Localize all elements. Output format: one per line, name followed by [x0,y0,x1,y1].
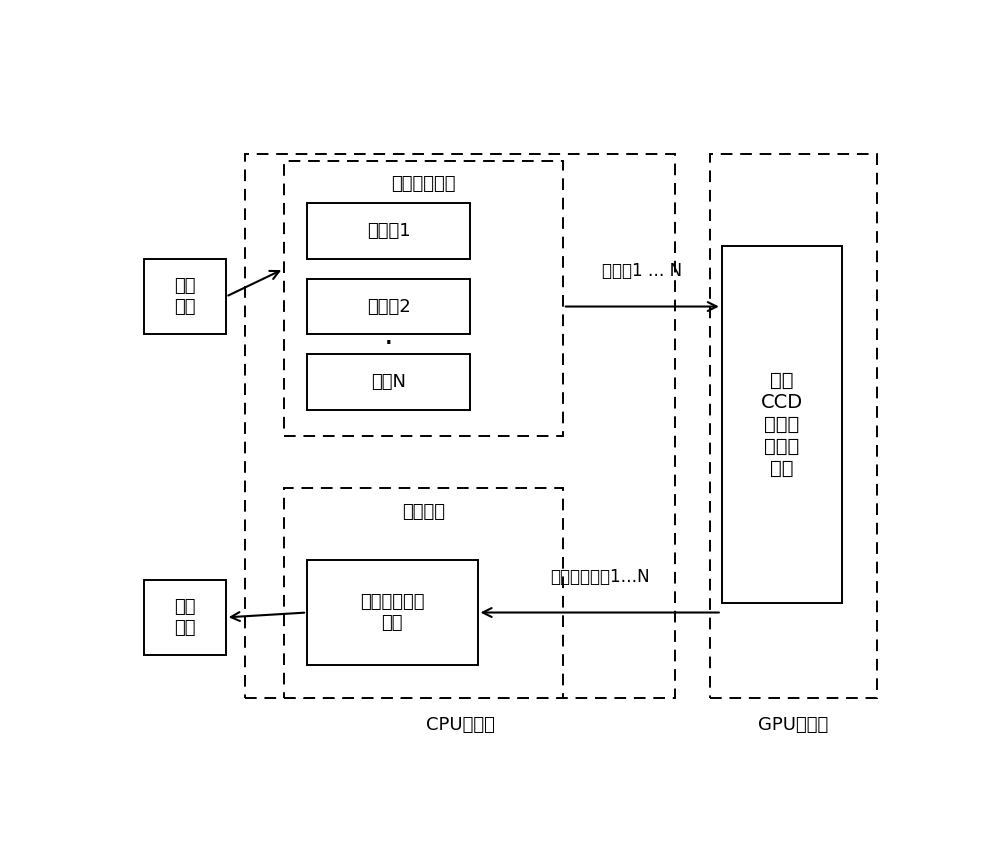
Text: 读取
图像: 读取 图像 [174,277,196,316]
Text: 子图傃1: 子图傃1 [367,222,410,241]
Bar [245,155,675,698]
Bar [722,246,842,603]
Text: 处理后的图傃1…N: 处理后的图傃1…N [550,569,650,586]
Text: ·: · [384,330,393,359]
Bar [307,203,470,259]
Bar [144,580,226,655]
Bar [284,488,563,698]
Text: 子图傃1 … N: 子图傃1 … N [602,263,682,280]
Bar [284,161,563,436]
Text: 输出
图像: 输出 图像 [174,598,196,637]
Text: 子图N: 子图N [371,373,406,391]
Text: 处理后的完整
图像: 处理后的完整 图像 [360,593,425,632]
Bar [307,560,478,665]
Text: 消除
CCD
图像中
的宇宙
射线: 消除 CCD 图像中 的宇宙 射线 [761,371,803,478]
Bar [710,155,877,698]
Text: CPU中运行: CPU中运行 [426,716,495,734]
Text: 拼接处理: 拼接处理 [402,502,445,520]
Bar [307,279,470,334]
Text: 图像分割处理: 图像分割处理 [391,175,456,193]
Bar [307,354,470,410]
Text: GPU中运行: GPU中运行 [758,716,829,734]
Bar [144,259,226,334]
Text: 子图傃2: 子图傃2 [367,298,410,315]
